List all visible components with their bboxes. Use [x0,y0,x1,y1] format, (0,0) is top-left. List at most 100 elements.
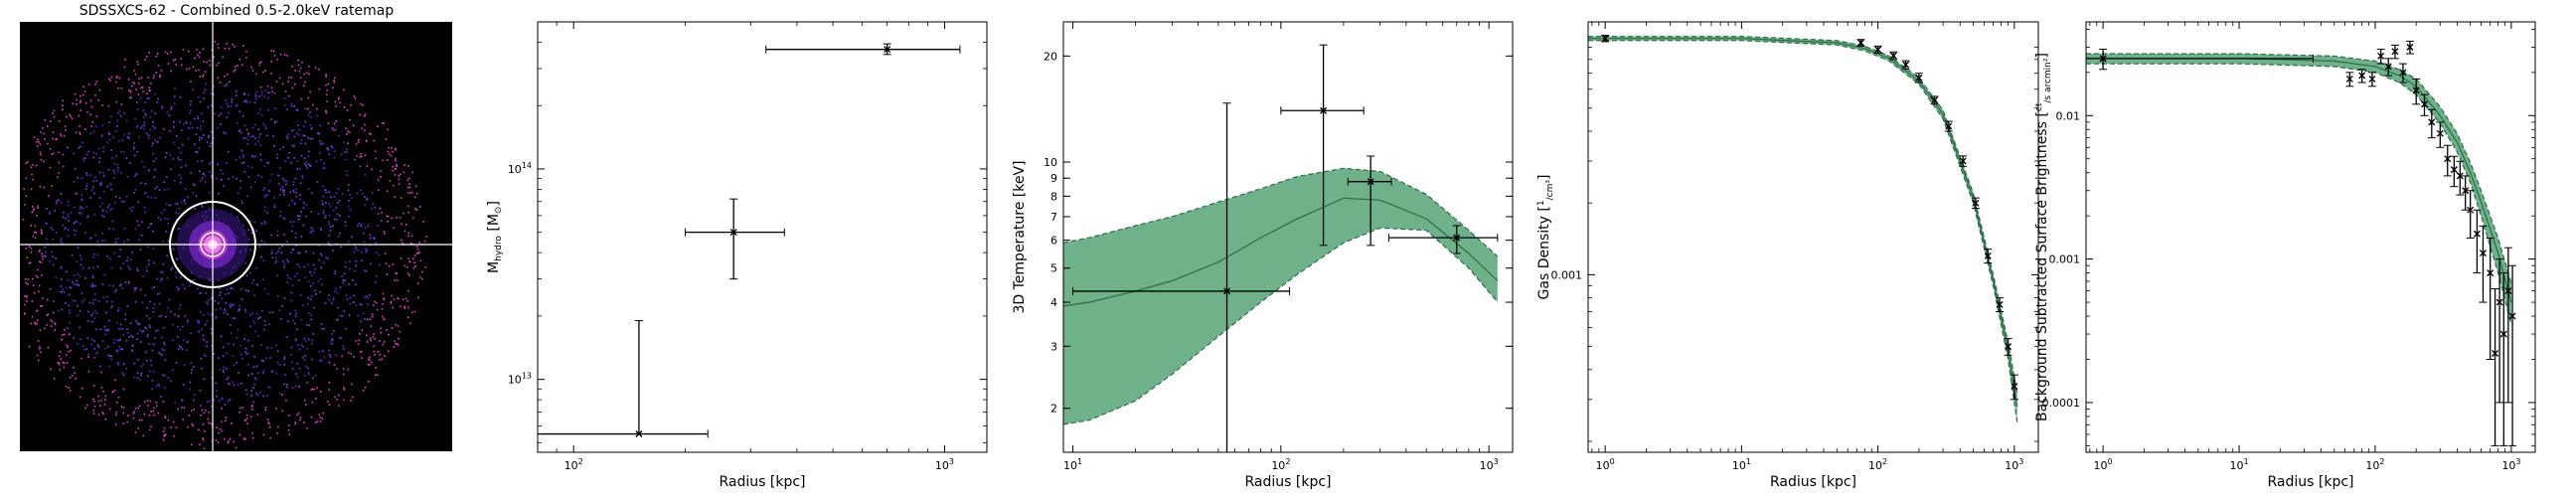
photon [73,206,76,209]
photon [93,357,96,359]
photon [242,162,243,164]
photon [269,436,271,439]
photon [252,243,255,245]
photon [73,152,75,155]
photon [84,102,87,104]
photon [140,126,142,129]
photon [109,183,112,186]
photon [206,345,208,348]
photon [253,294,255,296]
photon [374,238,376,240]
photon [195,195,198,197]
photon [259,133,261,135]
photon [241,64,243,66]
photon [311,401,314,404]
photon [282,146,284,148]
photon [357,314,360,317]
photon [292,129,295,131]
ratemap-title: SDSSXCS-62 - Combined 0.5-2.0keV ratemap [80,3,395,19]
photon [310,342,313,345]
photon [407,316,409,318]
photon [406,192,409,194]
photon [79,208,81,210]
photon [278,248,280,250]
photon [236,216,239,219]
photon [256,414,259,416]
photon [79,101,81,103]
photon [146,97,148,99]
photon [39,348,41,350]
photon [389,180,392,182]
photon [121,139,124,141]
photon [195,151,197,153]
data-point [2398,63,2407,84]
photon [322,212,325,214]
photon [190,100,192,102]
photon [310,127,313,129]
photon [282,188,284,191]
photon [379,359,381,361]
photon [297,344,299,346]
photon [381,308,384,310]
photon [192,183,195,186]
photon [211,377,214,379]
photon [94,284,96,287]
photon [137,322,139,324]
photon [286,55,288,57]
photon [349,260,351,262]
photon [119,284,121,287]
plot-frame [2085,21,2536,453]
photon [170,70,172,73]
photon [52,255,55,258]
photon [62,224,65,227]
photon [170,380,172,383]
photon [226,378,229,381]
photon [210,422,213,425]
photon [123,363,125,366]
uncertainty-band [1063,168,1498,424]
photon [333,196,336,198]
photon [50,319,52,322]
photon [208,163,211,165]
point-marker [1959,157,1967,165]
photon [267,421,269,423]
photon [317,213,320,215]
y-tick-label: 8 [1050,190,1057,203]
photon [178,208,180,210]
photon [223,366,225,369]
photon [36,215,38,217]
photon [66,362,69,364]
photon [255,365,257,368]
y-tick-label: 20 [1044,50,1057,63]
photon [328,389,330,391]
photon [193,409,196,411]
photon [227,73,229,76]
photon [328,299,331,301]
photon [353,269,356,272]
photon [222,56,224,59]
photon [179,304,182,306]
photon [69,377,72,379]
photon [204,410,207,412]
photon [82,157,84,160]
photon [24,278,27,280]
photon [359,351,362,353]
photon [294,237,297,239]
photon [312,333,315,335]
photon [287,260,290,263]
photon [68,350,71,353]
photon [258,95,260,97]
band-upper-edge [1063,167,1499,257]
photon [206,61,208,64]
photon [220,178,222,181]
photon [196,160,199,163]
photon [162,430,165,432]
photon [336,399,338,401]
photon [119,115,122,117]
photon [329,230,332,232]
photon [179,174,181,176]
photon [245,418,248,419]
photon [395,158,397,160]
photon [81,387,83,390]
